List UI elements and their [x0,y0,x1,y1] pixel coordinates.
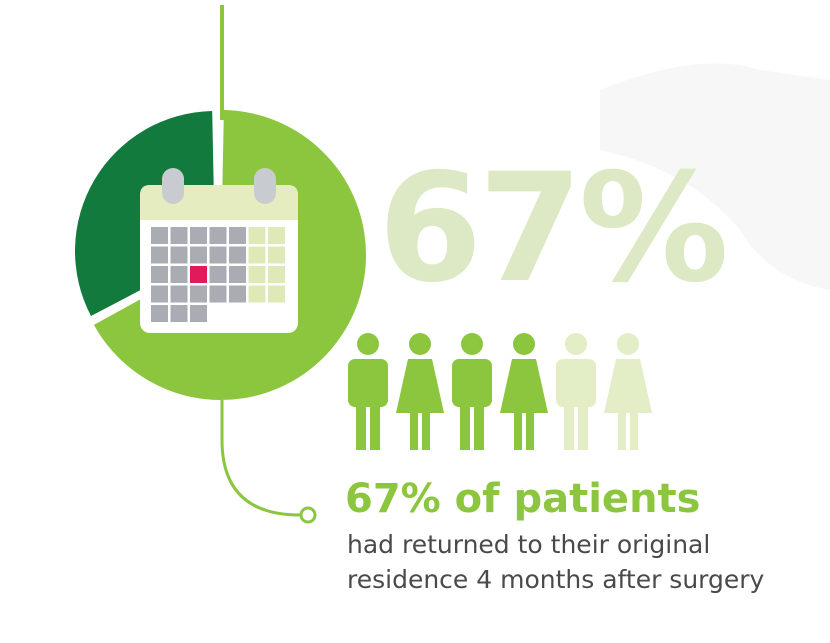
calendar-cell [268,227,285,244]
icon-leg [410,410,418,450]
icon-head [617,333,639,355]
icon-head [357,333,379,355]
icon-leg [370,400,380,450]
background-shape [600,63,830,291]
calendar-cell [151,246,168,264]
icon-leg [356,400,366,450]
icon-head [513,333,535,355]
connector-dot [299,506,317,524]
description-line: had returned to their original [347,530,710,559]
calendar-cell [248,227,266,244]
calendar-cell [229,227,246,244]
calendar-ring [254,168,276,204]
calendar-cell [209,227,227,244]
calendar-cell [170,285,188,303]
headline: 67% of patients [345,476,700,522]
icon-leg [578,400,588,450]
calendar-cell [248,266,266,283]
calendar-cell [151,305,168,322]
icon-body [500,359,548,413]
icon-leg [422,410,430,450]
woman-icon [396,333,444,450]
icon-leg [526,410,534,450]
calendar-cell [151,266,168,283]
icon-leg [618,410,626,450]
icon-leg [564,400,574,450]
icon-body [452,359,492,407]
calendar-cell [170,305,188,322]
icon-leg [474,400,484,450]
description-line: residence 4 months after surgery [347,565,765,594]
calendar-cell [229,246,246,264]
calendar-cell [170,266,188,283]
icon-body [396,359,444,413]
woman-icon [604,333,652,450]
calendar-cell [209,246,227,264]
calendar-cell [190,266,207,283]
calendar-cell [229,266,246,283]
calendar-cell [209,266,227,283]
calendar-cell [170,227,188,244]
calendar-cell [170,246,188,264]
icon-leg [630,410,638,450]
big-stat: 67% [378,142,725,316]
icon-leg [514,410,522,450]
calendar-ring [162,168,184,204]
calendar-cell [268,246,285,264]
calendar-cell [268,285,285,303]
calendar-grid [151,227,285,322]
calendar-cell [190,227,207,244]
icon-body [604,359,652,413]
woman-icon [500,333,548,450]
icon-head [565,333,587,355]
calendar-cell [268,266,285,283]
calendar-cell [190,285,207,303]
man-icon [452,333,492,450]
icon-leg [460,400,470,450]
icon-head [461,333,483,355]
man-icon [556,333,596,450]
man-icon [348,333,388,450]
icon-body [348,359,388,407]
calendar-cell [229,285,246,303]
icon-body [556,359,596,407]
calendar [140,168,298,333]
calendar-cell [151,285,168,303]
connector-bottom [220,400,301,517]
icon-head [409,333,431,355]
calendar-cell [190,305,207,322]
calendar-cell [151,227,168,244]
people-icons [348,333,652,450]
calendar-cell [248,285,266,303]
calendar-cell [190,246,207,264]
calendar-cell [209,285,227,303]
calendar-cell [248,246,266,264]
